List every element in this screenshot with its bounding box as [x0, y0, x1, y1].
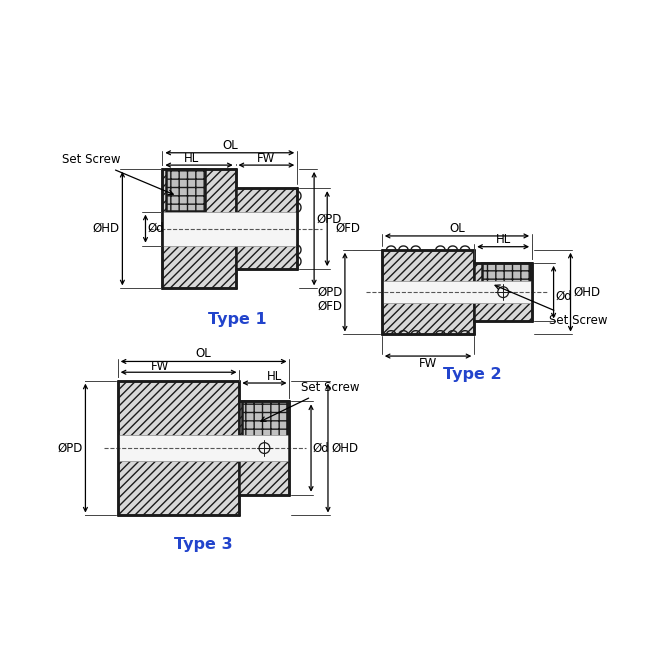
Bar — [119, 435, 289, 461]
Text: Set Screw: Set Screw — [495, 285, 608, 327]
Text: ØPD: ØPD — [317, 285, 342, 299]
Bar — [242, 401, 287, 438]
Text: ØHD: ØHD — [574, 285, 601, 299]
Text: FW: FW — [151, 360, 170, 373]
Text: Ød: Ød — [147, 222, 163, 235]
Text: ØPD: ØPD — [58, 442, 83, 454]
Text: ØHD: ØHD — [331, 442, 358, 454]
Bar — [236, 188, 297, 269]
Text: Set Screw: Set Screw — [261, 381, 360, 421]
Bar — [118, 381, 239, 515]
Bar — [474, 263, 532, 322]
Text: ØPD: ØPD — [316, 213, 342, 226]
Bar — [162, 169, 236, 288]
Text: Set Screw: Set Screw — [62, 153, 174, 194]
Text: ØFD: ØFD — [318, 299, 342, 312]
Text: FW: FW — [419, 357, 438, 371]
Text: Type 2: Type 2 — [443, 367, 502, 382]
Bar — [482, 263, 531, 295]
Text: Ød: Ød — [313, 442, 330, 454]
Text: OL: OL — [196, 347, 212, 360]
Bar — [382, 250, 474, 334]
Text: HL: HL — [184, 151, 199, 165]
Text: Type 1: Type 1 — [208, 312, 267, 326]
Text: FW: FW — [257, 151, 275, 165]
Bar — [383, 281, 531, 303]
Bar — [163, 212, 296, 246]
Bar — [239, 401, 289, 494]
Bar — [165, 169, 205, 211]
Text: ØFD: ØFD — [336, 222, 360, 235]
Text: OL: OL — [222, 139, 238, 151]
Text: ØHD: ØHD — [93, 222, 120, 235]
Text: OL: OL — [449, 222, 465, 234]
Text: Ød: Ød — [555, 289, 572, 302]
Text: HL: HL — [267, 371, 282, 383]
Text: HL: HL — [496, 232, 511, 245]
Text: Type 3: Type 3 — [174, 537, 233, 552]
